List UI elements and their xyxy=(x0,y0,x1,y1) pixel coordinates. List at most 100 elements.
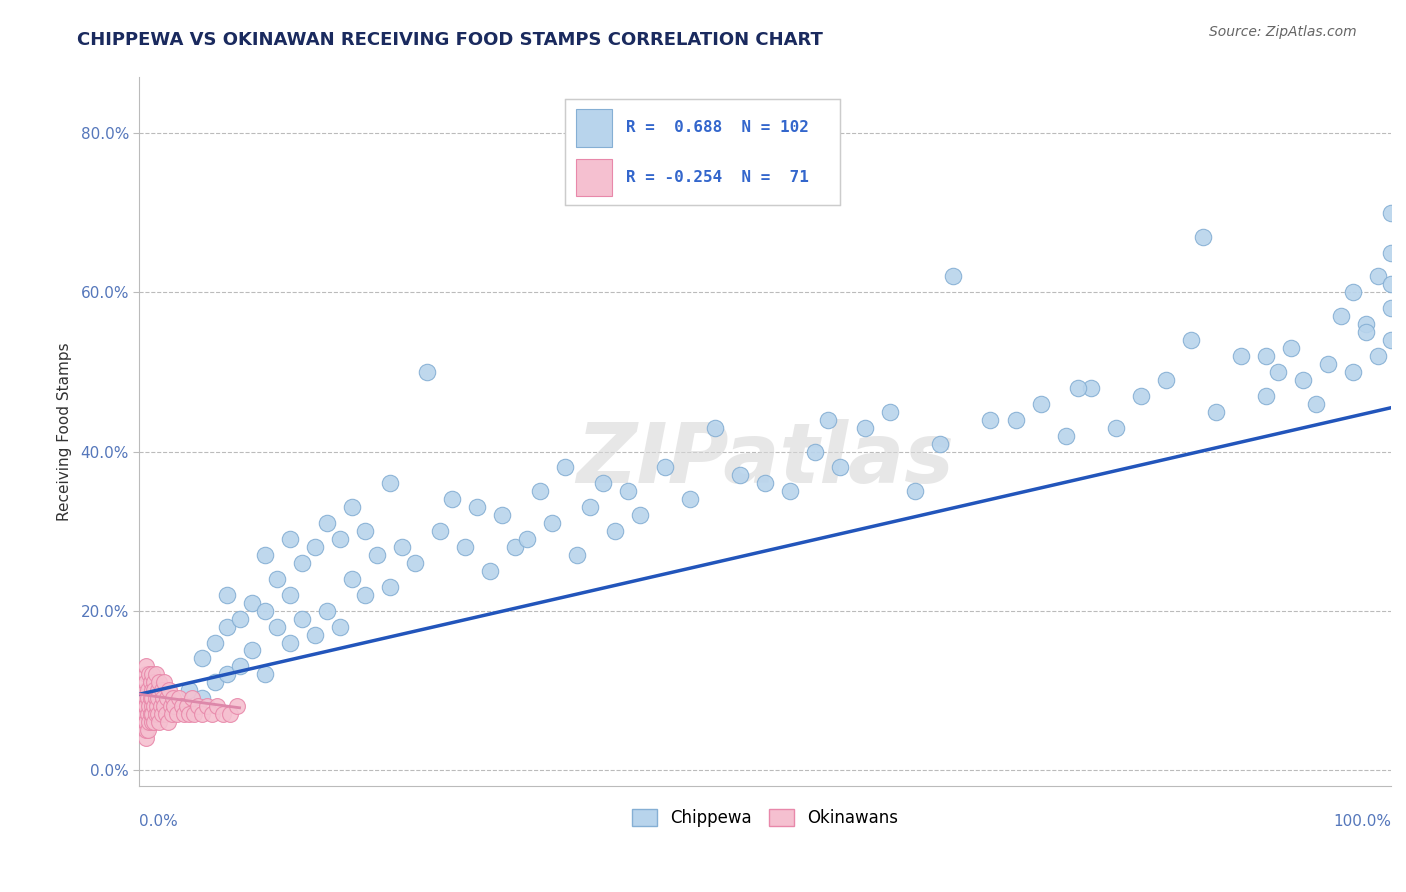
Point xyxy=(1180,333,1202,347)
Point xyxy=(879,405,901,419)
Point xyxy=(179,707,201,722)
Point xyxy=(592,476,614,491)
Point xyxy=(143,699,166,714)
Point xyxy=(163,699,186,714)
Point xyxy=(404,556,426,570)
Point xyxy=(135,731,157,745)
Point xyxy=(1317,357,1340,371)
Point xyxy=(157,715,180,730)
Point xyxy=(253,667,276,681)
Point xyxy=(1254,389,1277,403)
Point xyxy=(141,699,163,714)
Point xyxy=(143,683,166,698)
Point xyxy=(278,588,301,602)
Point xyxy=(148,683,170,698)
Point xyxy=(1029,397,1052,411)
Point xyxy=(169,691,191,706)
Point xyxy=(187,699,209,714)
Point xyxy=(340,500,363,515)
Point xyxy=(278,635,301,649)
Point xyxy=(1379,245,1402,260)
Point xyxy=(141,683,163,698)
Point xyxy=(135,699,157,714)
Text: Source: ZipAtlas.com: Source: ZipAtlas.com xyxy=(1209,25,1357,39)
Point xyxy=(162,691,184,706)
Point xyxy=(148,691,170,706)
Point xyxy=(266,572,288,586)
Point xyxy=(1192,229,1215,244)
Point xyxy=(378,580,401,594)
Point xyxy=(146,699,169,714)
Point xyxy=(141,707,163,722)
Text: 100.0%: 100.0% xyxy=(1333,814,1391,830)
Point xyxy=(679,492,702,507)
Point xyxy=(205,699,228,714)
Point xyxy=(1379,277,1402,292)
Point xyxy=(353,524,375,538)
Point xyxy=(139,675,162,690)
Point xyxy=(135,699,157,714)
Point xyxy=(929,436,952,450)
Point xyxy=(143,715,166,730)
Point xyxy=(1104,420,1126,434)
Point xyxy=(266,619,288,633)
Point xyxy=(136,707,159,722)
Point xyxy=(779,484,801,499)
Point xyxy=(817,412,839,426)
Point xyxy=(136,683,159,698)
Point xyxy=(1292,373,1315,387)
Point xyxy=(204,675,226,690)
Point xyxy=(1367,349,1389,363)
Point xyxy=(754,476,776,491)
Point xyxy=(1154,373,1177,387)
Point xyxy=(1305,397,1327,411)
Point xyxy=(138,699,160,714)
Point xyxy=(160,707,183,722)
Point xyxy=(1343,365,1365,379)
Point xyxy=(148,707,170,722)
Point xyxy=(329,619,352,633)
Point xyxy=(226,699,249,714)
Point xyxy=(240,643,263,657)
Point xyxy=(291,612,314,626)
Point xyxy=(212,707,235,722)
Point xyxy=(1254,349,1277,363)
Point xyxy=(467,500,489,515)
Point xyxy=(135,659,157,673)
Point xyxy=(136,691,159,706)
Point xyxy=(567,548,589,562)
Point xyxy=(503,540,526,554)
Point xyxy=(215,619,238,633)
Point xyxy=(616,484,638,499)
Point xyxy=(1054,428,1077,442)
Point xyxy=(191,651,214,665)
Point xyxy=(628,508,651,523)
Point xyxy=(139,691,162,706)
Point xyxy=(135,707,157,722)
Point xyxy=(366,548,388,562)
Text: 0.0%: 0.0% xyxy=(139,814,179,830)
Point xyxy=(728,468,751,483)
Point xyxy=(603,524,626,538)
Point xyxy=(136,723,159,737)
Point xyxy=(441,492,464,507)
Point xyxy=(170,699,193,714)
Point xyxy=(195,699,218,714)
Point xyxy=(478,564,501,578)
Point xyxy=(1267,365,1289,379)
Point xyxy=(143,675,166,690)
Point xyxy=(173,707,195,722)
Point xyxy=(155,707,177,722)
Point xyxy=(1279,341,1302,355)
Point xyxy=(942,269,965,284)
Point xyxy=(145,667,167,681)
Point xyxy=(176,699,198,714)
Point xyxy=(153,699,176,714)
Point xyxy=(240,596,263,610)
Point xyxy=(654,460,676,475)
Point xyxy=(391,540,413,554)
Point xyxy=(1379,333,1402,347)
Point xyxy=(156,691,179,706)
Point xyxy=(429,524,451,538)
Point xyxy=(152,691,174,706)
